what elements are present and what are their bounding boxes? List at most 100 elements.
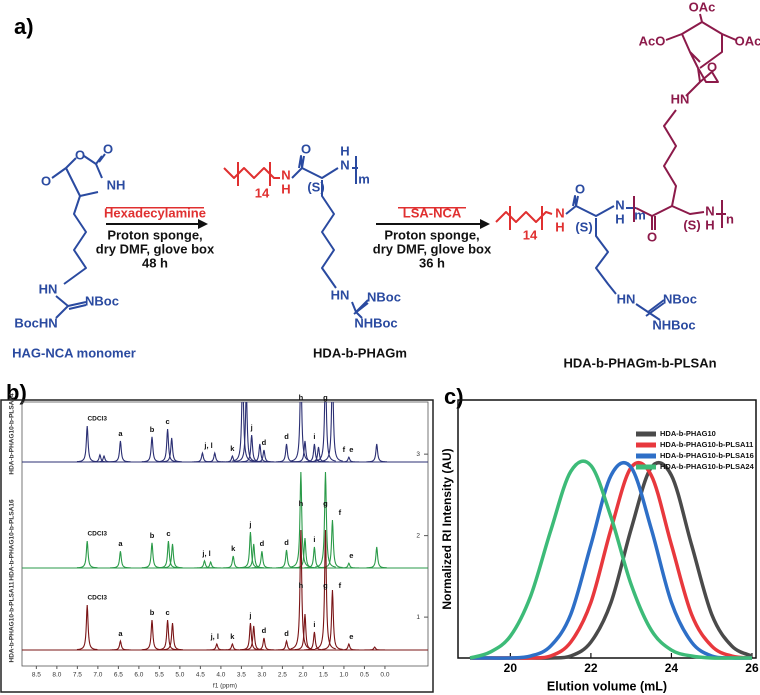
peak [251, 551, 273, 569]
x-tick-label: 8.0 [52, 672, 61, 679]
peak-label: j, l [201, 549, 210, 558]
y2-tick-label: 2 [416, 532, 420, 539]
atom-label: H [281, 181, 290, 196]
peak-label: j [248, 611, 251, 620]
y2-tick-label: 1 [416, 614, 420, 621]
atom-label: OAc [689, 0, 716, 14]
peak [249, 443, 271, 463]
x-tick-label: 1.5 [319, 672, 328, 679]
peak-label: j [250, 423, 253, 432]
peak [304, 546, 325, 569]
conditions: 36 h [419, 255, 445, 270]
atom-label: N [705, 203, 714, 218]
y2-tick-label: 3 [416, 451, 420, 458]
peak-label: CDCl3 [87, 416, 107, 423]
peak [110, 639, 131, 651]
peak-label: e [349, 632, 353, 641]
atom-label: O [103, 141, 113, 156]
atom-label: NH [107, 177, 126, 192]
atom-label: O [75, 147, 85, 162]
x-tick-label: 20 [504, 661, 518, 675]
peak [304, 443, 325, 463]
x-tick-label: 5.5 [155, 672, 164, 679]
x-tick-label: 0.0 [380, 672, 389, 679]
peak-label: b [150, 608, 155, 617]
peak [290, 402, 312, 462]
atom-label: O [301, 141, 311, 156]
x-tick-label: 0.5 [360, 672, 369, 679]
atom-label: 14 [523, 227, 538, 242]
x-tick-label: 6.0 [134, 672, 143, 679]
series-name: HDA-b-PHAG10-b-PLSA24 [9, 393, 16, 475]
peak-label: a [118, 629, 123, 638]
atom-label: BocHN [14, 315, 57, 330]
peak [194, 559, 215, 569]
peak-label: d [262, 626, 267, 635]
peak [222, 454, 243, 463]
peak [315, 471, 336, 568]
peak-label: i [313, 620, 315, 629]
peak-label: j, l [203, 441, 212, 450]
x-tick-label: 4.5 [196, 672, 205, 679]
reagent-underline [398, 207, 466, 209]
x-tick-label: 8.5 [32, 672, 41, 679]
panel-frame [0, 399, 434, 693]
peak [235, 402, 257, 462]
peak [76, 425, 98, 463]
atom-label: (S) [683, 217, 700, 232]
atom-label: m [358, 171, 370, 186]
series-name: HDA-b-PHAG10-b-PLSA16 [9, 499, 16, 581]
peak-label: f [343, 445, 346, 454]
atom-label: HN [671, 91, 690, 106]
peak [222, 642, 243, 651]
peak-label: b [150, 425, 155, 434]
atom-label: n [726, 211, 734, 226]
x-tick-label: 24 [665, 661, 679, 675]
plot-frame [457, 399, 757, 659]
panel-label: a) [14, 14, 34, 39]
conditions: dry DMF, glove box [96, 241, 215, 256]
peak [232, 402, 253, 462]
peak [338, 562, 360, 569]
peak-label: d [260, 539, 265, 548]
peak [276, 639, 297, 651]
gpc-trace [470, 460, 752, 660]
reagent-underline [106, 207, 204, 209]
plot-frame [21, 401, 429, 667]
atom-label: H [615, 211, 624, 226]
peak-label: h [299, 393, 304, 402]
peak [243, 543, 264, 569]
peak [294, 537, 316, 569]
gpc-trace [470, 460, 753, 660]
peak [253, 637, 275, 651]
peak [76, 540, 98, 569]
peak [204, 451, 226, 463]
peak [322, 402, 343, 462]
peak-label: f [339, 581, 342, 590]
peak-label: d [284, 629, 289, 638]
peak-label: i [313, 535, 315, 544]
atom-label: N [281, 167, 290, 182]
peak-label: g [323, 581, 328, 590]
atom-label: O [575, 181, 585, 196]
compound-name: HDA-b-PHAGm-b-PLSAn [563, 355, 716, 370]
peak-label: j, l [210, 632, 219, 641]
peak-label: f [339, 508, 342, 517]
atom-label: O [647, 229, 657, 244]
x-tick-label: 5.0 [175, 672, 184, 679]
atom-label: H [555, 219, 564, 234]
gpc-trace [470, 460, 753, 660]
peak [315, 529, 336, 650]
atom-label: NBoc [85, 293, 119, 308]
atom-label: O [707, 59, 717, 74]
scheme-bonds [51, 13, 737, 321]
atom-label: 14 [255, 185, 270, 200]
peak [366, 443, 388, 463]
peak [338, 456, 360, 463]
peak [141, 436, 163, 463]
peak [366, 546, 388, 569]
atom-label: O [41, 173, 51, 188]
atom-label: HN [617, 291, 636, 306]
peak [290, 471, 312, 568]
